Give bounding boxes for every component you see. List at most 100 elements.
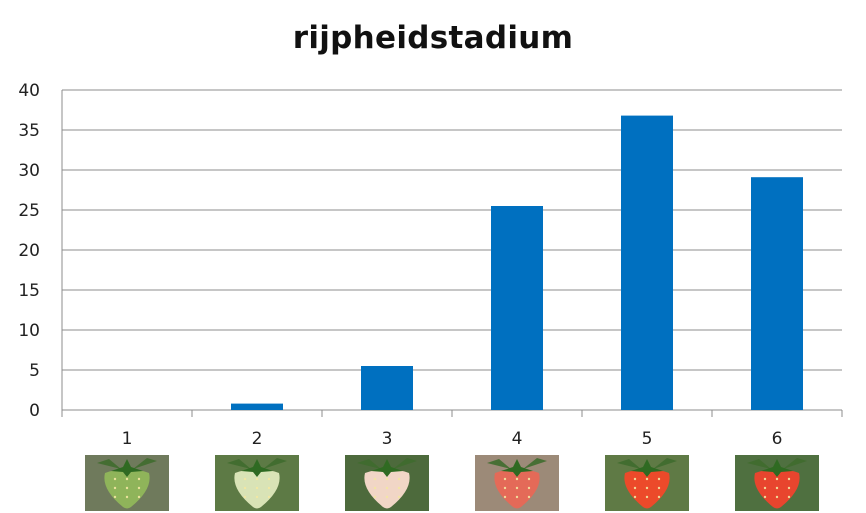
y-tick-label: 25 — [18, 201, 40, 221]
y-tick-label: 10 — [18, 321, 40, 341]
ripe-red-strawberry-image — [735, 455, 819, 511]
seed — [527, 486, 531, 490]
seed — [373, 486, 377, 490]
seed — [267, 477, 271, 481]
seed — [385, 477, 389, 481]
seed — [397, 486, 401, 490]
seed — [763, 486, 767, 490]
chart-title: rijpheidstadium — [292, 20, 574, 56]
seed — [633, 477, 637, 481]
bar-3 — [361, 366, 413, 410]
white-pink-strawberry-image — [345, 455, 429, 511]
x-category-label: 2 — [252, 429, 263, 449]
x-category-label: 6 — [772, 429, 783, 449]
calyx-icon — [241, 459, 273, 477]
x-category-label: 3 — [382, 429, 393, 449]
seed — [645, 495, 649, 499]
pink-red-strawberry-image — [475, 455, 559, 511]
seed — [645, 477, 649, 481]
unripe-green-strawberry-image — [85, 455, 169, 511]
seed — [657, 477, 661, 481]
bar-2 — [231, 403, 283, 410]
seed — [787, 477, 791, 481]
seed — [267, 486, 271, 490]
seed — [787, 495, 791, 499]
y-tick-label: 35 — [18, 121, 40, 141]
seed — [397, 477, 401, 481]
seed — [255, 486, 259, 490]
leaf-icon — [393, 458, 417, 469]
seed — [775, 495, 779, 499]
y-tick-label: 30 — [18, 161, 40, 181]
y-tick-label: 5 — [29, 361, 40, 381]
x-category-label: 5 — [642, 429, 653, 449]
leaf-icon — [617, 459, 641, 469]
seed — [503, 486, 507, 490]
leaf-icon — [133, 458, 157, 469]
seed — [633, 495, 637, 499]
leaf-icon — [783, 458, 807, 469]
calyx-icon — [111, 459, 143, 477]
calyx-icon — [371, 459, 403, 477]
y-tick-label: 0 — [29, 401, 40, 421]
seed — [243, 477, 247, 481]
leaf-icon — [523, 458, 547, 469]
seed — [775, 477, 779, 481]
seed — [515, 486, 519, 490]
y-tick-label: 20 — [18, 241, 40, 261]
seed — [137, 495, 141, 499]
seed — [645, 486, 649, 490]
red-strawberry-image — [605, 455, 689, 511]
calyx-icon — [501, 459, 533, 477]
seed — [527, 495, 531, 499]
seed — [763, 477, 767, 481]
seed — [397, 495, 401, 499]
seed — [503, 477, 507, 481]
seed — [255, 477, 259, 481]
leaf-icon — [747, 459, 771, 469]
seed — [113, 477, 117, 481]
calyx-icon — [631, 459, 663, 477]
seed — [787, 486, 791, 490]
bar-4 — [491, 206, 543, 410]
seed — [515, 495, 519, 499]
leaf-icon — [357, 459, 381, 469]
x-category-label: 1 — [122, 429, 133, 449]
seed — [503, 495, 507, 499]
gridlines — [62, 89, 842, 411]
seed — [385, 495, 389, 499]
seed — [113, 486, 117, 490]
leaf-icon — [653, 458, 677, 469]
y-tick-label: 15 — [18, 281, 40, 301]
leaf-icon — [97, 459, 121, 469]
seed — [243, 486, 247, 490]
seed — [657, 495, 661, 499]
seed — [267, 495, 271, 499]
leaf-icon — [487, 459, 511, 469]
seed — [527, 477, 531, 481]
seed — [633, 486, 637, 490]
seed — [125, 486, 129, 490]
seed — [113, 495, 117, 499]
seed — [255, 495, 259, 499]
bar-6 — [751, 177, 803, 410]
bar-5 — [621, 115, 673, 410]
white-strawberry-image — [215, 455, 299, 511]
y-tick-label: 40 — [18, 81, 40, 101]
seed — [385, 486, 389, 490]
seed — [125, 477, 129, 481]
x-category-label: 4 — [512, 429, 523, 449]
seed — [775, 486, 779, 490]
seed — [243, 495, 247, 499]
seed — [137, 486, 141, 490]
leaf-icon — [227, 459, 251, 469]
seed — [763, 495, 767, 499]
seed — [373, 495, 377, 499]
seed — [137, 477, 141, 481]
seed — [125, 495, 129, 499]
leaf-icon — [263, 458, 287, 469]
seed — [515, 477, 519, 481]
seed — [657, 486, 661, 490]
seed — [373, 477, 377, 481]
